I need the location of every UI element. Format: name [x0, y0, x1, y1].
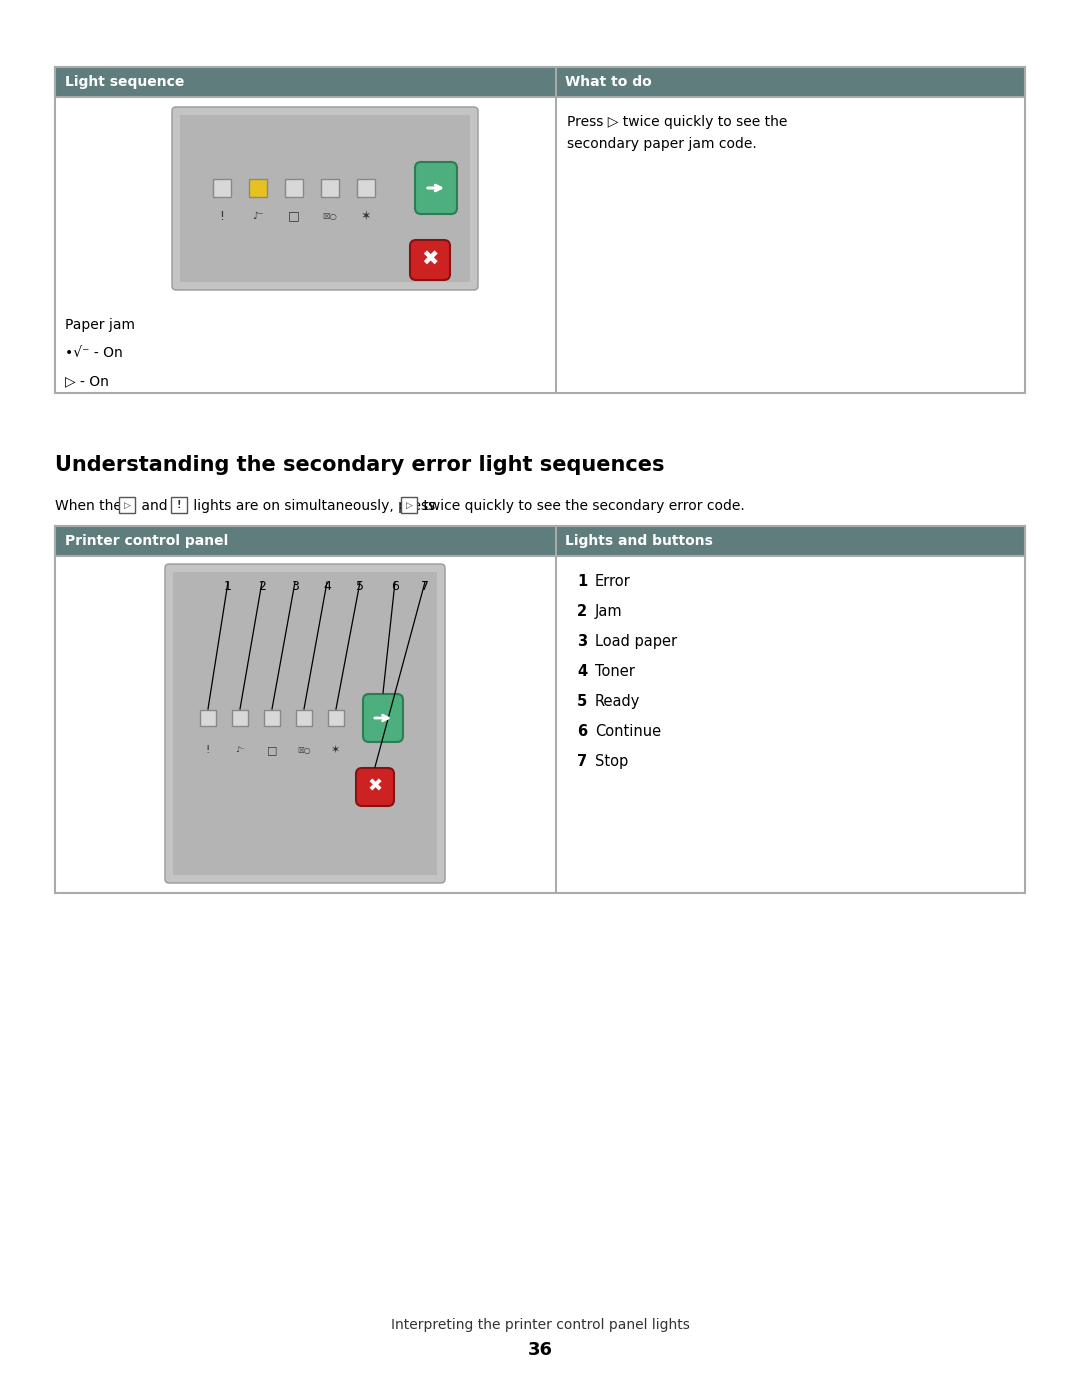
Text: ♪⁻: ♪⁻ — [235, 746, 245, 754]
Text: and: and — [137, 499, 172, 513]
Bar — [357, 179, 375, 197]
Text: ▷ - On: ▷ - On — [65, 374, 109, 388]
Text: Press ▷ twice quickly to see the
secondary paper jam code.: Press ▷ twice quickly to see the seconda… — [567, 115, 787, 151]
Text: Jam: Jam — [595, 604, 623, 619]
Text: Toner: Toner — [595, 664, 635, 679]
Text: Ready: Ready — [595, 694, 640, 710]
Text: ✶: ✶ — [332, 745, 340, 754]
Bar — [55, 67, 1025, 96]
Bar — [555, 527, 556, 893]
Bar — [555, 67, 556, 393]
Text: 2: 2 — [258, 580, 266, 592]
Text: Error: Error — [595, 574, 631, 590]
Text: ☒○: ☒○ — [323, 211, 337, 221]
FancyBboxPatch shape — [165, 564, 445, 883]
FancyBboxPatch shape — [356, 768, 394, 806]
Text: !: ! — [177, 500, 181, 510]
Bar — [401, 497, 417, 513]
Text: □: □ — [288, 210, 300, 222]
Text: •√⁻ - On: •√⁻ - On — [65, 346, 123, 360]
Text: 4: 4 — [323, 580, 330, 592]
Bar — [171, 497, 187, 513]
Text: 7: 7 — [421, 580, 429, 592]
Text: 1: 1 — [224, 580, 232, 592]
Bar — [119, 497, 135, 513]
Bar — [249, 179, 267, 197]
Text: lights are on simultaneously, press: lights are on simultaneously, press — [189, 499, 440, 513]
Bar — [321, 179, 339, 197]
Text: 2: 2 — [577, 604, 588, 619]
Text: 4: 4 — [577, 664, 588, 679]
Text: ✖: ✖ — [367, 778, 382, 796]
Bar — [296, 710, 312, 726]
Text: 6: 6 — [391, 580, 399, 592]
FancyBboxPatch shape — [410, 240, 450, 279]
FancyBboxPatch shape — [415, 162, 457, 214]
Text: 1: 1 — [577, 574, 588, 590]
Text: Interpreting the printer control panel lights: Interpreting the printer control panel l… — [391, 1317, 689, 1331]
Text: ♪⁻: ♪⁻ — [253, 211, 264, 221]
Text: Paper jam: Paper jam — [65, 319, 135, 332]
Bar — [285, 179, 303, 197]
Text: Continue: Continue — [595, 724, 661, 739]
FancyBboxPatch shape — [172, 108, 478, 291]
Text: Stop: Stop — [595, 754, 629, 768]
Text: 36: 36 — [527, 1341, 553, 1359]
Text: Lights and buttons: Lights and buttons — [565, 534, 713, 548]
Text: ☒○: ☒○ — [297, 746, 311, 754]
Text: Light sequence: Light sequence — [65, 75, 185, 89]
Bar — [264, 710, 280, 726]
Text: Load paper: Load paper — [595, 634, 677, 650]
FancyBboxPatch shape — [363, 694, 403, 742]
Text: 3: 3 — [577, 634, 588, 650]
Text: When the: When the — [55, 499, 126, 513]
Text: 6: 6 — [577, 724, 588, 739]
Bar — [55, 527, 1025, 893]
Text: What to do: What to do — [565, 75, 651, 89]
Text: !: ! — [206, 745, 211, 754]
Text: 5: 5 — [356, 580, 364, 592]
Text: 5: 5 — [577, 694, 588, 710]
Text: 3: 3 — [292, 580, 299, 592]
Text: ✖: ✖ — [421, 250, 438, 270]
Bar — [55, 527, 1025, 556]
Text: twice quickly to see the secondary error code.: twice quickly to see the secondary error… — [419, 499, 745, 513]
Text: Printer control panel: Printer control panel — [65, 534, 228, 548]
Bar — [328, 710, 345, 726]
Bar — [173, 571, 437, 875]
Text: □: □ — [267, 745, 278, 754]
Text: ✶: ✶ — [361, 210, 372, 222]
Bar — [180, 115, 470, 282]
Text: ▷: ▷ — [406, 500, 413, 510]
Text: 7: 7 — [577, 754, 588, 768]
Bar — [200, 710, 216, 726]
Text: ▷: ▷ — [123, 500, 131, 510]
Bar — [213, 179, 231, 197]
Bar — [232, 710, 248, 726]
Text: Understanding the secondary error light sequences: Understanding the secondary error light … — [55, 455, 664, 475]
Text: !: ! — [219, 210, 225, 222]
Bar — [55, 67, 1025, 393]
